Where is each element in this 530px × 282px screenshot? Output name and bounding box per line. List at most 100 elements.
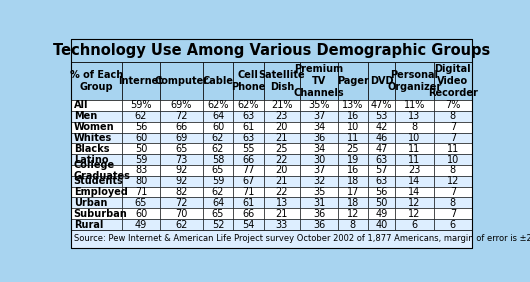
Text: 65: 65 (212, 209, 224, 219)
Text: Blacks: Blacks (74, 144, 109, 154)
Bar (263, 165, 300, 176)
Text: 83: 83 (135, 166, 147, 175)
Text: 21%: 21% (271, 100, 293, 111)
Text: 40: 40 (375, 219, 387, 230)
Text: 34: 34 (313, 144, 325, 154)
Bar (338, 100, 368, 111)
Text: 49: 49 (375, 209, 387, 219)
Text: 20: 20 (276, 166, 288, 175)
Bar (300, 219, 338, 230)
Bar (71, 122, 122, 133)
Text: 53: 53 (375, 111, 387, 121)
Bar (395, 187, 434, 197)
Bar (368, 208, 395, 219)
Text: 69%: 69% (171, 100, 192, 111)
Bar (233, 111, 263, 122)
Text: 6: 6 (411, 219, 418, 230)
Bar (263, 111, 300, 122)
Text: 80: 80 (135, 176, 147, 186)
Bar (203, 187, 233, 197)
Text: 31: 31 (313, 198, 325, 208)
Bar (160, 100, 203, 111)
Bar (300, 197, 338, 208)
Text: DVD: DVD (370, 76, 393, 86)
Text: 14: 14 (409, 187, 421, 197)
Bar (434, 154, 472, 165)
Bar (368, 62, 395, 100)
Bar (233, 122, 263, 133)
Text: 77: 77 (242, 166, 255, 175)
Text: Rural: Rural (74, 219, 103, 230)
Text: Source: Pew Internet & American Life Project survey October 2002 of 1,877 Americ: Source: Pew Internet & American Life Pro… (74, 234, 530, 243)
Bar (160, 133, 203, 143)
Bar (233, 154, 263, 165)
Text: Men: Men (74, 111, 97, 121)
Text: 10: 10 (409, 133, 421, 143)
Bar (368, 122, 395, 133)
Bar (233, 100, 263, 111)
Text: 64: 64 (212, 198, 224, 208)
Text: 82: 82 (175, 187, 188, 197)
Text: 12: 12 (408, 209, 421, 219)
Text: 63: 63 (375, 176, 387, 186)
Bar (368, 133, 395, 143)
Text: 13%: 13% (342, 100, 364, 111)
Text: 7: 7 (450, 122, 456, 132)
Bar (203, 154, 233, 165)
Bar (203, 62, 233, 100)
Text: 12: 12 (408, 198, 421, 208)
Text: 62: 62 (212, 144, 224, 154)
Bar (122, 133, 160, 143)
Bar (71, 39, 472, 62)
Bar (434, 143, 472, 154)
Bar (233, 187, 263, 197)
Bar (395, 62, 434, 100)
Text: 11%: 11% (404, 100, 425, 111)
Bar (122, 187, 160, 197)
Text: 66: 66 (242, 155, 254, 165)
Text: 58: 58 (212, 155, 224, 165)
Bar (368, 154, 395, 165)
Bar (122, 111, 160, 122)
Bar (203, 208, 233, 219)
Bar (434, 187, 472, 197)
Text: 63: 63 (375, 155, 387, 165)
Text: Women: Women (74, 122, 114, 132)
Bar (395, 208, 434, 219)
Text: Satellite
Dish: Satellite Dish (259, 70, 305, 92)
Bar (395, 219, 434, 230)
Bar (71, 143, 122, 154)
Bar (160, 197, 203, 208)
Bar (122, 165, 160, 176)
Bar (395, 100, 434, 111)
Bar (300, 122, 338, 133)
Bar (395, 176, 434, 187)
Bar (338, 197, 368, 208)
Bar (434, 122, 472, 133)
Text: 66: 66 (175, 122, 188, 132)
Bar (434, 208, 472, 219)
Bar (300, 165, 338, 176)
Bar (71, 176, 122, 187)
Text: 67: 67 (242, 176, 254, 186)
Bar (71, 100, 122, 111)
Bar (300, 154, 338, 165)
Text: 92: 92 (175, 166, 188, 175)
Text: 65: 65 (212, 166, 224, 175)
Bar (203, 197, 233, 208)
Text: 46: 46 (375, 133, 387, 143)
Bar (395, 133, 434, 143)
Text: Cable: Cable (202, 76, 234, 86)
Bar (300, 187, 338, 197)
Bar (160, 143, 203, 154)
Text: 8: 8 (450, 111, 456, 121)
Text: Whites: Whites (74, 133, 112, 143)
Bar (233, 219, 263, 230)
Text: 56: 56 (135, 122, 147, 132)
Text: 59%: 59% (130, 100, 152, 111)
Bar (368, 197, 395, 208)
Bar (300, 208, 338, 219)
Bar (71, 230, 472, 248)
Bar (338, 62, 368, 100)
Bar (122, 100, 160, 111)
